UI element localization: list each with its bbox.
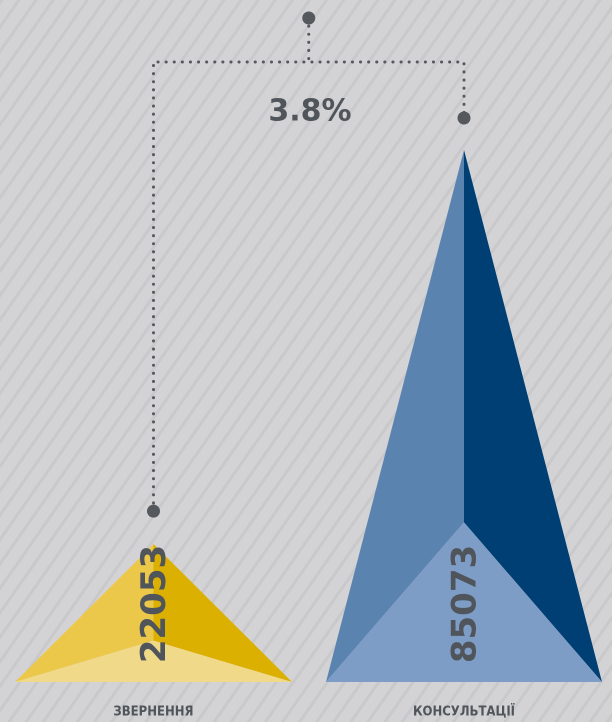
annotation: 3.8%: [268, 94, 351, 129]
bracket-dot: [147, 504, 160, 518]
front-face: [15, 640, 292, 682]
front-face: [326, 522, 602, 682]
category-label: КОНСУЛЬТАЦІЇ: [413, 704, 515, 720]
category-label: ЗВЕРНЕННЯ: [113, 705, 193, 720]
pyramid: [15, 544, 292, 682]
left-face: [326, 150, 464, 682]
value-label: 22053: [134, 545, 174, 663]
pyramid: [326, 150, 602, 682]
right-face: [464, 150, 602, 682]
value-label: 85073: [445, 545, 485, 663]
left-face: [15, 544, 154, 682]
right-face: [153, 544, 292, 682]
bracket-dot: [457, 111, 471, 125]
bracket-dot: [302, 11, 316, 25]
